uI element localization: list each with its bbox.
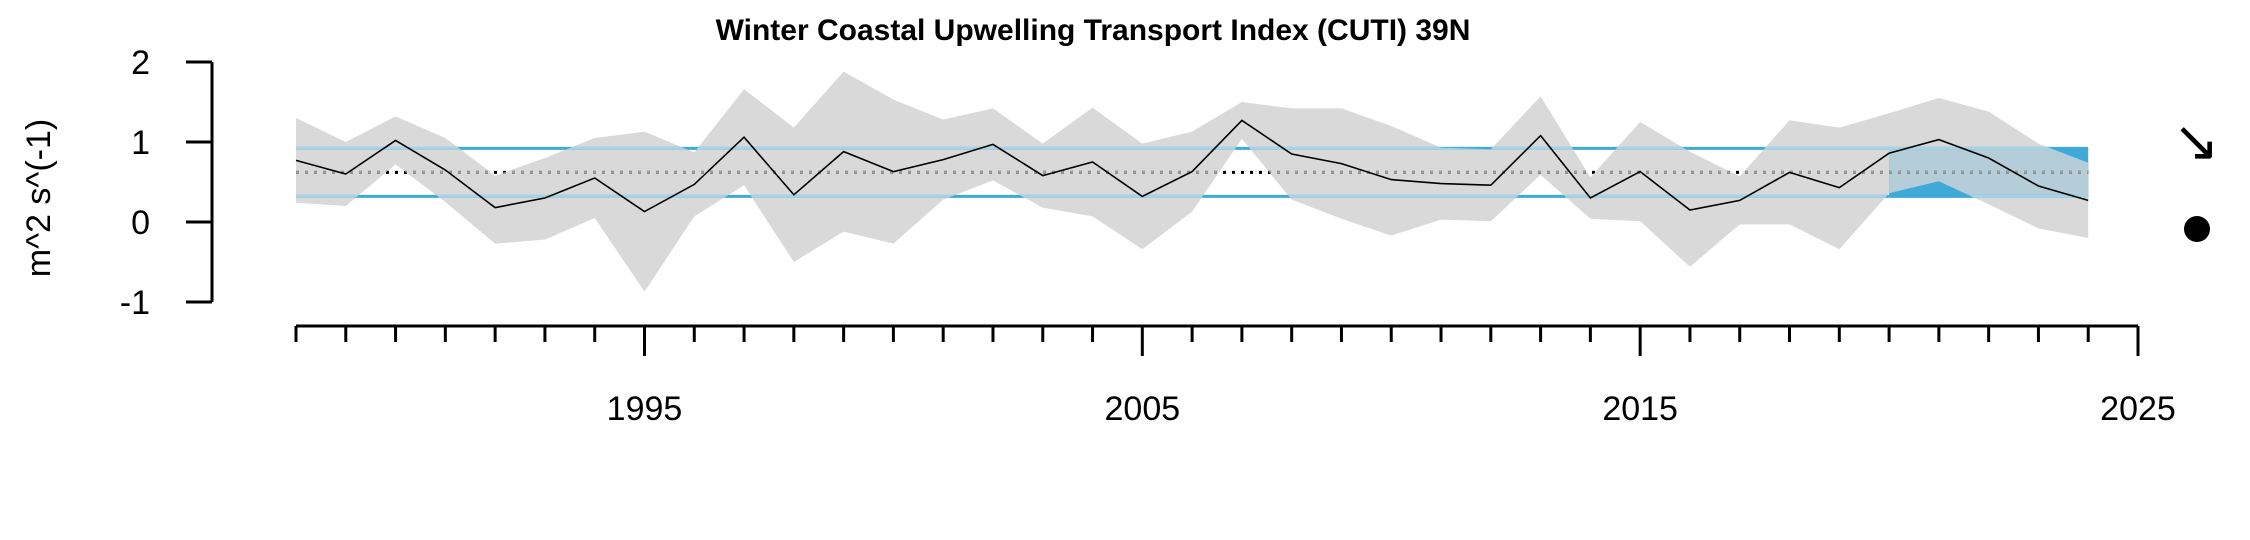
x-tick-label: 1995 <box>607 390 683 428</box>
mean-indicator-icon <box>2184 216 2210 242</box>
y-tick-label: 0 <box>131 204 150 242</box>
trend-arrow-icon: ↘ <box>2173 109 2220 174</box>
x-tick-label: 2015 <box>1602 390 1678 428</box>
plot-area: 2 1 0 -1 1995 2005 2015 2025 ↘ <box>120 44 2220 428</box>
y-axis-title: m^2 s^(-1) <box>20 119 58 277</box>
y-tick-label: 1 <box>131 124 150 162</box>
x-tick-label: 2025 <box>2100 390 2176 428</box>
chart-title: Winter Coastal Upwelling Transport Index… <box>716 14 1471 47</box>
confidence-band <box>296 71 2089 292</box>
y-tick-label: 2 <box>131 44 150 82</box>
y-tick-label: -1 <box>120 284 150 322</box>
x-tick-label: 2005 <box>1105 390 1181 428</box>
